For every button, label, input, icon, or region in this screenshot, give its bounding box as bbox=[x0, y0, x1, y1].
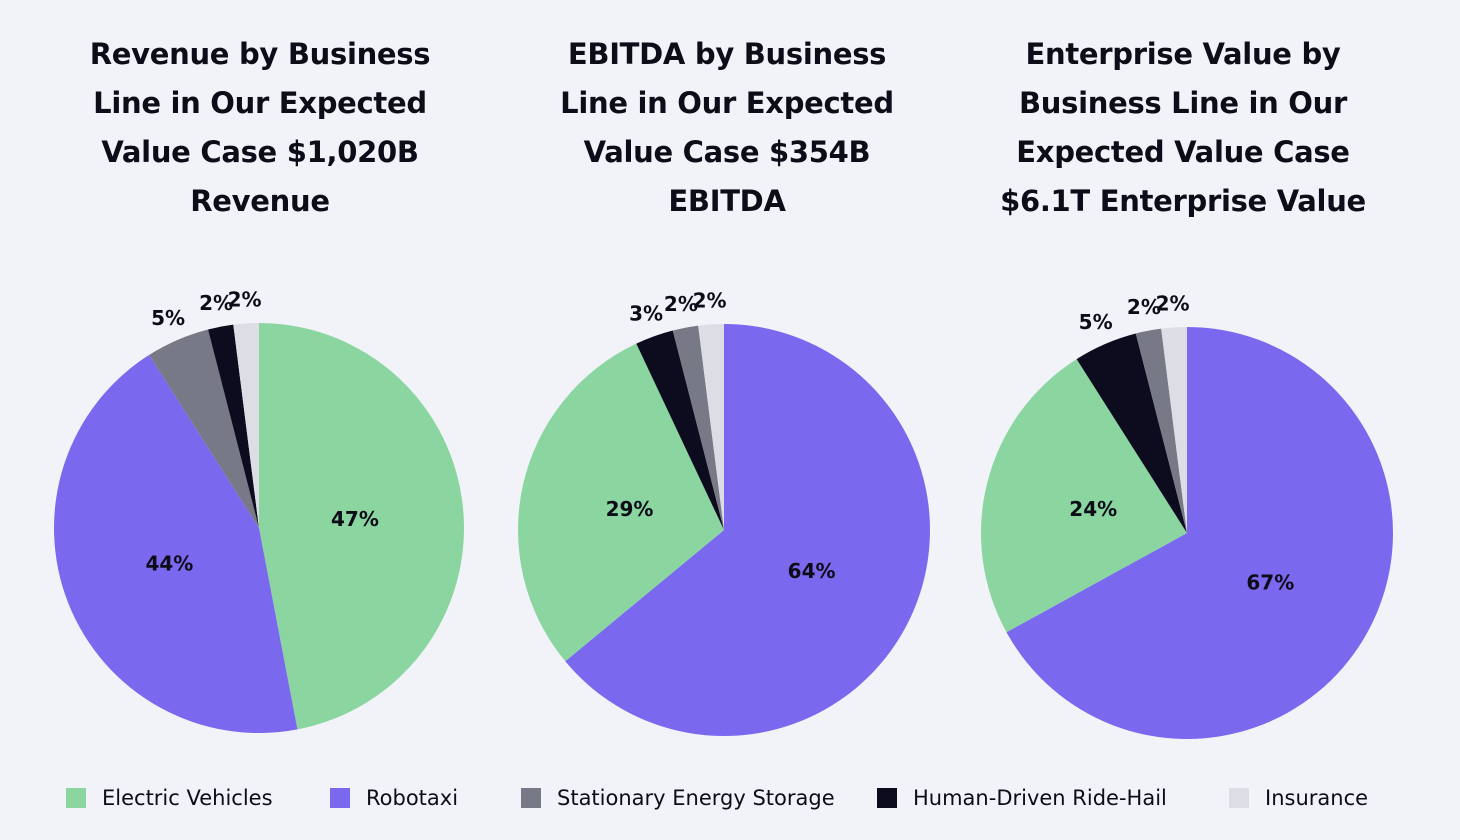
chart-title-line: Line in Our Expected bbox=[560, 86, 894, 120]
data-label-robotaxi: 67% bbox=[1246, 570, 1294, 594]
chart-title-line: $6.1T Enterprise Value bbox=[1000, 184, 1366, 218]
revenue-pie: 47% 44% 5% 2%2% bbox=[54, 287, 465, 733]
legend-swatch bbox=[66, 788, 86, 808]
legend-swatch bbox=[330, 788, 350, 808]
data-label-human-driven-ride-hail: 2% bbox=[199, 291, 233, 315]
data-label-human-driven-ride-hail: 3% bbox=[629, 302, 663, 326]
pie-slice-human-driven-ride-hail bbox=[208, 324, 259, 528]
pie-slice-electric-vehicles bbox=[259, 323, 465, 730]
chart-title-line: Expected Value Case bbox=[1016, 135, 1350, 169]
pie-slice-electric-vehicles bbox=[981, 359, 1187, 633]
legend-label: Electric Vehicles bbox=[102, 786, 273, 810]
revenue-chart: Revenue by Business Line in Our Expected… bbox=[20, 0, 500, 760]
pie-slice-insurance bbox=[1161, 327, 1187, 533]
chart-title-line: Value Case $1,020B bbox=[101, 135, 419, 169]
legend-swatch bbox=[521, 788, 541, 808]
legend-item-stationary-energy-storage: Stationary Energy Storage bbox=[521, 786, 835, 810]
data-label-robotaxi: 64% bbox=[788, 559, 836, 583]
pie-slice-electric-vehicles bbox=[518, 343, 724, 662]
pie-slice-robotaxi bbox=[1006, 327, 1393, 739]
chart-title-line: Value Case $354B bbox=[583, 135, 871, 169]
data-label-insurance: 2% bbox=[1156, 291, 1190, 315]
enterprise-value-pie: 67% 24% 5% 2%2% bbox=[981, 291, 1393, 739]
data-label-human-driven-ride-hail: 5% bbox=[1079, 310, 1113, 334]
data-label-electric-vehicles: 47% bbox=[331, 507, 379, 531]
chart-title-line: Enterprise Value by bbox=[1025, 37, 1341, 71]
pie-slice-stationary-energy-storage bbox=[149, 329, 259, 528]
legend-swatch bbox=[877, 788, 897, 808]
chart-title: Revenue by Business Line in Our Expected… bbox=[20, 30, 500, 226]
chart-title-line: Revenue bbox=[190, 184, 330, 218]
pie-slice-human-driven-ride-hail bbox=[1076, 333, 1187, 533]
legend-label: Human-Driven Ride-Hail bbox=[913, 786, 1167, 810]
pie-slice-insurance bbox=[698, 324, 724, 530]
chart-title-line: EBITDA by Business bbox=[567, 37, 887, 71]
legend-item-insurance: Insurance bbox=[1229, 786, 1368, 810]
data-label-stationary-energy-storage: 2% bbox=[1127, 295, 1161, 319]
pie-slice-robotaxi bbox=[54, 354, 298, 733]
legend-label: Stationary Energy Storage bbox=[557, 786, 835, 810]
pie-slice-human-driven-ride-hail bbox=[636, 330, 724, 530]
pie-slice-stationary-energy-storage bbox=[672, 325, 724, 530]
ebitda-chart: EBITDA by Business Line in Our Expected … bbox=[487, 0, 967, 760]
chart-title-line: Line in Our Expected bbox=[93, 86, 427, 120]
data-label-insurance: 2% bbox=[693, 288, 727, 312]
chart-title: EBITDA by Business Line in Our Expected … bbox=[487, 30, 967, 226]
data-label-stationary-energy-storage: 2% bbox=[664, 292, 698, 316]
ebitda-pie: 64%29%3% 2%2% bbox=[518, 288, 930, 736]
data-label-electric-vehicles: 24% bbox=[1069, 497, 1117, 521]
pie-slice-stationary-energy-storage bbox=[1135, 328, 1187, 533]
pie-slice-insurance bbox=[233, 323, 259, 528]
legend: Electric Vehicles Robotaxi Stationary En… bbox=[0, 778, 1460, 818]
data-label-stationary-energy-storage: 5% bbox=[151, 306, 185, 330]
data-label-robotaxi: 44% bbox=[145, 551, 193, 575]
legend-label: Robotaxi bbox=[366, 786, 459, 810]
chart-title-line: EBITDA bbox=[668, 184, 786, 218]
pie-slice-robotaxi bbox=[565, 324, 930, 736]
legend-label: Insurance bbox=[1265, 786, 1369, 810]
enterprise-value-chart: Enterprise Value by Business Line in Our… bbox=[943, 0, 1423, 760]
chart-title-line: Business Line in Our bbox=[1019, 86, 1347, 120]
legend-swatch bbox=[1229, 788, 1249, 808]
legend-item-electric-vehicles: Electric Vehicles bbox=[66, 786, 273, 810]
chart-title: Enterprise Value by Business Line in Our… bbox=[943, 30, 1423, 226]
data-label-electric-vehicles: 29% bbox=[606, 497, 654, 521]
chart-title-line: Revenue by Business bbox=[89, 37, 431, 71]
legend-item-human-driven-ride-hail: Human-Driven Ride-Hail bbox=[877, 786, 1167, 810]
data-label-insurance: 2% bbox=[228, 287, 262, 311]
legend-item-robotaxi: Robotaxi bbox=[330, 786, 458, 810]
